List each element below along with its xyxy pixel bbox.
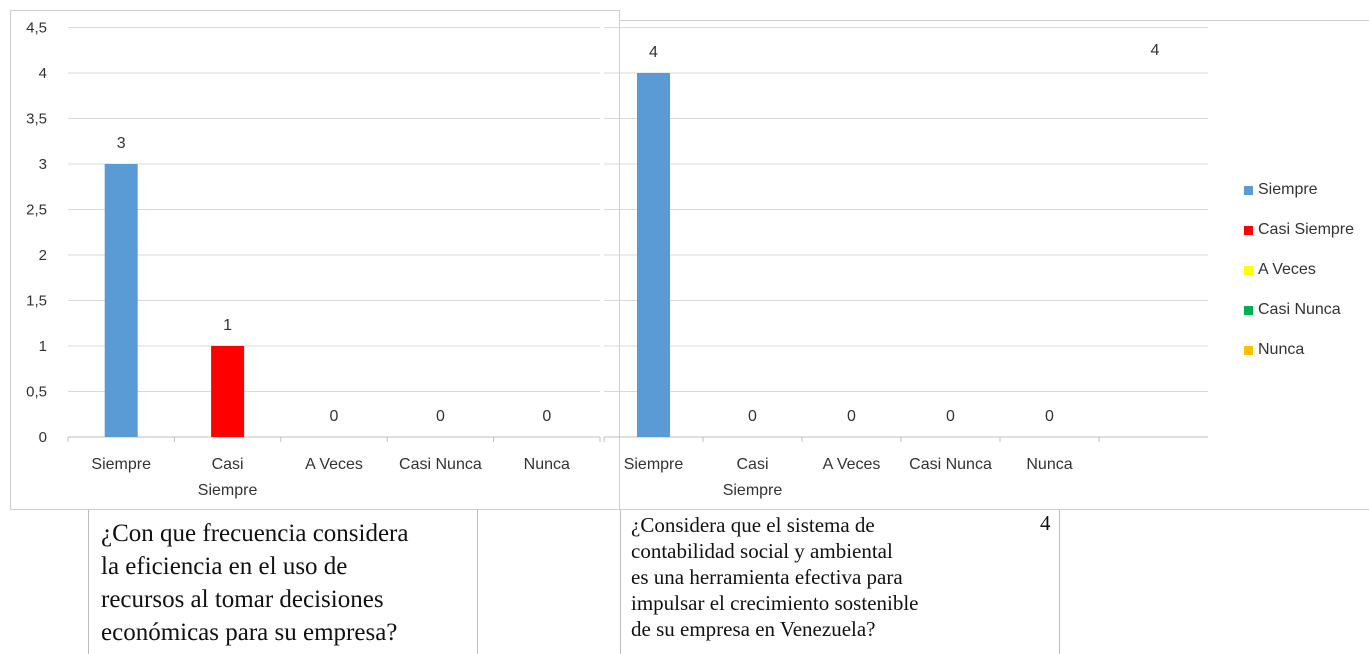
legend-item-siempre: Siempre <box>1244 170 1354 210</box>
x-tick-label: Siempre <box>91 456 151 473</box>
data-label: 0 <box>748 408 757 425</box>
y-tick-label: 4 <box>39 65 47 82</box>
y-tick-label: 3 <box>39 156 47 173</box>
data-label: 0 <box>946 408 955 425</box>
chart-legend: Siempre Casi Siempre A Veces Casi Nunca … <box>1244 170 1354 370</box>
x-tick-label: Nunca <box>1026 456 1072 473</box>
legend-swatch <box>1244 305 1253 315</box>
legend-item-nunca: Nunca <box>1244 330 1354 370</box>
y-tick-label: 4,5 <box>26 20 47 37</box>
y-tick-label: 3,5 <box>26 111 47 128</box>
x-tick-label: Siempre <box>624 456 684 473</box>
extra-value-label: 4 <box>1151 42 1160 59</box>
legend-item-casi-nunca: Casi Nunca <box>1244 290 1354 330</box>
data-label: 0 <box>1045 408 1054 425</box>
bar <box>637 73 670 437</box>
legend-swatch <box>1244 225 1253 235</box>
x-tick-label: Siempre <box>198 482 258 499</box>
legend-swatch <box>1244 345 1253 355</box>
legend-label: Casi Nunca <box>1258 301 1341 318</box>
y-tick-label: 2 <box>39 247 47 264</box>
y-tick-label: 1,5 <box>26 293 47 310</box>
data-label: 4 <box>649 44 658 61</box>
x-tick-label: Casi <box>212 456 244 473</box>
data-label: 3 <box>117 135 126 152</box>
y-tick-label: 0 <box>39 429 47 446</box>
caption-number: 4 <box>1040 511 1051 535</box>
data-label: 0 <box>330 408 339 425</box>
legend-label: Casi Siempre <box>1258 221 1355 238</box>
x-tick-label: A Veces <box>305 456 363 473</box>
legend-swatch <box>1244 185 1253 195</box>
data-label: 1 <box>223 317 232 334</box>
x-tick-label: Nunca <box>524 456 570 473</box>
question-caption-right: ¿Considera que el sistema de contabilida… <box>620 510 1060 654</box>
question-caption-left: ¿Con que frecuencia considera la eficien… <box>88 510 478 654</box>
y-tick-label: 2,5 <box>26 202 47 219</box>
y-tick-label: 1 <box>39 338 47 355</box>
legend-label: Siempre <box>1258 181 1318 198</box>
bar <box>104 164 138 437</box>
x-tick-label: Casi Nunca <box>399 456 482 473</box>
x-tick-label: Casi Nunca <box>909 456 992 473</box>
legend-label: A Veces <box>1258 261 1316 278</box>
y-tick-label: 0,5 <box>26 384 47 401</box>
x-tick-label: A Veces <box>823 456 881 473</box>
legend-item-casi-siempre: Casi Siempre <box>1244 210 1354 250</box>
x-tick-label: Casi <box>736 456 768 473</box>
legend-swatch <box>1244 265 1253 275</box>
legend-item-a-veces: A Veces <box>1244 250 1354 290</box>
x-tick-label: Siempre <box>723 482 783 499</box>
data-label: 0 <box>436 408 445 425</box>
bar <box>211 346 245 437</box>
legend-label: Nunca <box>1258 341 1305 358</box>
data-label: 0 <box>542 408 551 425</box>
data-label: 0 <box>847 408 856 425</box>
